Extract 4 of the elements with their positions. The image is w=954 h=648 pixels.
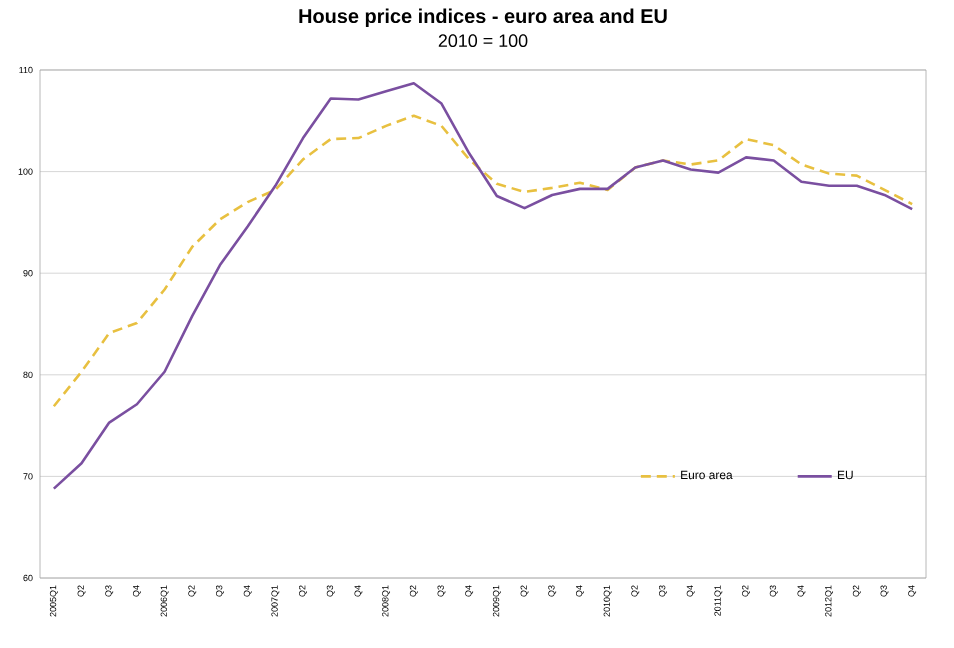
line-series [52, 81, 914, 490]
chart-title: House price indices - euro area and EU [299, 8, 667, 28]
line-series [52, 114, 914, 408]
chart-subtitle: 2010 = 100 [438, 34, 528, 48]
